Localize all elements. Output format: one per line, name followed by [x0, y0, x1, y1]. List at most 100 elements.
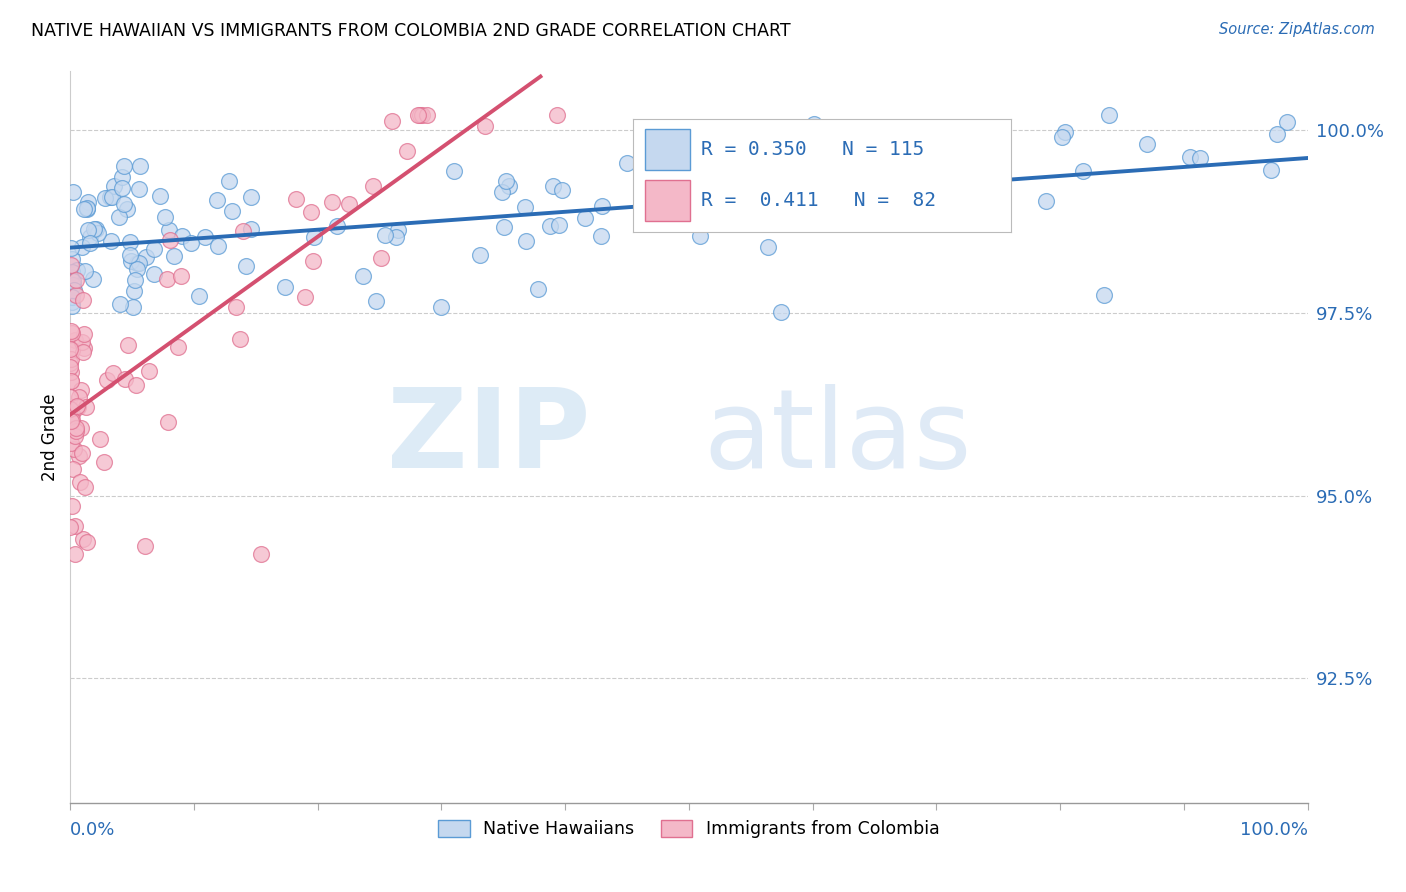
Point: [66, 401, 89, 415]
Point: [1098, 108, 1121, 122]
Point: [115, 202, 138, 217]
Point: [87, 227, 110, 241]
Point: [72, 532, 94, 546]
Point: [207, 239, 229, 253]
Point: [284, 192, 307, 206]
Point: [111, 170, 134, 185]
Point: [73, 202, 96, 216]
Point: [366, 293, 388, 308]
Point: [69, 383, 91, 397]
Point: [59, 356, 82, 370]
Point: [1178, 150, 1201, 164]
Point: [769, 304, 792, 318]
Point: [643, 208, 665, 222]
Point: [221, 204, 243, 219]
Point: [515, 234, 537, 248]
Point: [1260, 163, 1282, 178]
Point: [274, 279, 297, 293]
Point: [103, 179, 125, 194]
Point: [59, 390, 82, 404]
Point: [60, 365, 83, 379]
Point: [60, 295, 83, 310]
Point: [803, 117, 825, 131]
Point: [66, 263, 89, 277]
Point: [689, 228, 711, 243]
Point: [294, 290, 316, 304]
Point: [1071, 164, 1094, 178]
Point: [142, 242, 165, 256]
Point: [671, 202, 693, 216]
Point: [380, 114, 402, 128]
Point: [157, 416, 180, 430]
Point: [76, 223, 98, 237]
Point: [66, 400, 89, 414]
Point: [72, 293, 94, 307]
Text: Source: ZipAtlas.com: Source: ZipAtlas.com: [1219, 22, 1375, 37]
Point: [96, 373, 118, 387]
Point: [117, 338, 139, 352]
Point: [59, 401, 82, 416]
Point: [70, 334, 93, 349]
Point: [541, 178, 564, 193]
Point: [134, 539, 156, 553]
Point: [59, 520, 82, 534]
Point: [101, 366, 124, 380]
Point: [77, 194, 100, 209]
Point: [616, 156, 638, 170]
Point: [59, 374, 82, 388]
Point: [149, 188, 172, 202]
Point: [842, 197, 865, 211]
Point: [63, 442, 86, 456]
Point: [73, 341, 96, 355]
Text: ZIP: ZIP: [387, 384, 591, 491]
Point: [76, 201, 98, 215]
Point: [60, 408, 83, 422]
Point: [187, 288, 209, 302]
Point: [1265, 127, 1288, 141]
Point: [406, 108, 429, 122]
Point: [73, 263, 96, 277]
Point: [1050, 130, 1073, 145]
Point: [387, 223, 409, 237]
Point: [65, 287, 87, 301]
Point: [65, 273, 87, 287]
Point: [495, 174, 517, 188]
Point: [337, 197, 360, 211]
Point: [138, 364, 160, 378]
Point: [409, 108, 432, 122]
Point: [127, 256, 149, 270]
Point: [59, 342, 82, 356]
Point: [548, 218, 571, 232]
Point: [60, 374, 83, 388]
Point: [1275, 115, 1298, 129]
Point: [67, 449, 90, 463]
Point: [135, 250, 157, 264]
Point: [100, 234, 122, 248]
Point: [170, 229, 193, 244]
Point: [589, 228, 612, 243]
Point: [122, 285, 145, 299]
Point: [62, 274, 84, 288]
Point: [127, 262, 149, 277]
Point: [60, 324, 83, 338]
Point: [385, 230, 408, 244]
Text: NATIVE HAWAIIAN VS IMMIGRANTS FROM COLOMBIA 2ND GRADE CORRELATION CHART: NATIVE HAWAIIAN VS IMMIGRANTS FROM COLOM…: [31, 22, 790, 40]
Point: [370, 251, 392, 265]
Point: [98, 190, 121, 204]
Point: [60, 252, 83, 266]
Point: [225, 300, 247, 314]
Point: [69, 390, 91, 404]
Point: [128, 256, 150, 270]
Point: [60, 241, 83, 255]
Point: [63, 547, 86, 561]
Point: [60, 265, 83, 279]
Point: [62, 462, 84, 476]
Point: [704, 192, 727, 206]
Point: [591, 199, 613, 213]
Point: [84, 222, 107, 236]
Point: [114, 372, 136, 386]
Point: [65, 420, 87, 434]
Point: [65, 424, 87, 438]
Point: [60, 343, 83, 357]
Point: [79, 236, 101, 251]
